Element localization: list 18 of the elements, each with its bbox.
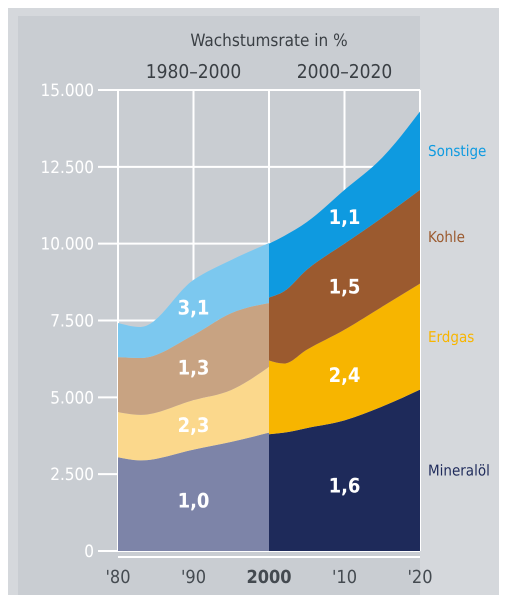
x-tick-label: '80 — [105, 567, 131, 588]
chart-subtitle: 1980–2000 — [146, 61, 242, 83]
annotation: 2,4 — [328, 363, 360, 388]
x-tick-label: '20 — [407, 567, 433, 588]
annotation: 2,3 — [178, 412, 210, 437]
x-tick-label: 2000 — [246, 567, 292, 588]
x-tick-label: '10 — [332, 567, 358, 588]
series-label: Mineralöl — [428, 462, 490, 480]
x-tick-label: '90 — [180, 567, 206, 588]
series-label: Sonstige — [428, 142, 486, 160]
series-label: Erdgas — [428, 328, 474, 346]
annotation: 1,1 — [328, 204, 360, 229]
annotation: 1,5 — [328, 274, 360, 299]
series-label: Kohle — [428, 228, 465, 246]
chart-title: Wachstumsrate in % — [190, 31, 348, 51]
annotation: 1,3 — [178, 356, 210, 380]
chart-subtitle: 2000–2020 — [296, 61, 392, 83]
annotation: 3,1 — [178, 295, 210, 320]
